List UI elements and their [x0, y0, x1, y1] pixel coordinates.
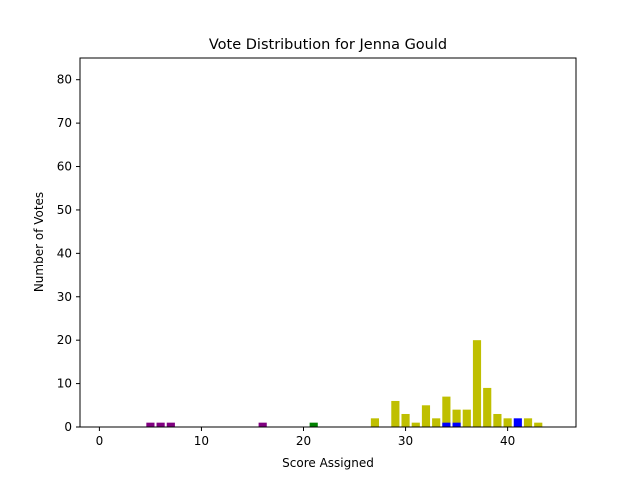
plot-frame	[79, 57, 577, 428]
x-tick-label: 10	[194, 434, 209, 448]
y-tick-label: 0	[64, 420, 72, 434]
bar-score-41-blue	[513, 418, 522, 427]
y-tick-label: 10	[57, 377, 72, 391]
bar-score-39-olive	[493, 413, 502, 427]
bar-score-21-green	[309, 422, 318, 427]
x-axis-ticks: 0 10 20 30 40	[96, 427, 515, 448]
y-tick-label: 40	[57, 246, 72, 260]
y-tick-label: 80	[57, 73, 72, 87]
y-tick-label: 70	[57, 116, 72, 130]
bar-score-33-olive	[432, 418, 441, 427]
bar-score-27-olive	[370, 418, 380, 427]
x-tick-label: 20	[296, 434, 311, 448]
x-axis-label: Score Assigned	[282, 456, 374, 470]
x-tick-label: 30	[398, 434, 413, 448]
bar-score-34-olive	[442, 396, 451, 427]
bar-score-35-olive	[452, 409, 461, 427]
bar-score-40-olive	[503, 418, 512, 427]
bar-score-31-olive	[411, 422, 420, 427]
bar-score-29-olive	[391, 400, 400, 427]
y-tick-label: 20	[57, 333, 72, 347]
bar-score-34-blue	[442, 422, 451, 427]
bars-group	[146, 340, 543, 427]
y-tick-label: 50	[57, 203, 72, 217]
bar-score-37-olive	[472, 340, 482, 427]
bar-score-36-olive	[462, 409, 471, 427]
bar-score-30-olive	[401, 413, 410, 427]
bar-score-42-olive	[523, 418, 533, 427]
bar-score-7-purple	[166, 422, 175, 427]
y-tick-label: 60	[57, 160, 72, 174]
x-tick-label: 40	[500, 434, 515, 448]
bar-score-38-olive	[483, 387, 492, 427]
chart-title: Vote Distribution for Jenna Gould	[209, 37, 447, 53]
y-axis-label: Number of Votes	[32, 192, 46, 292]
bar-score-43-olive	[534, 422, 543, 427]
bar-score-6-purple	[156, 422, 165, 427]
y-axis-ticks: 0 10 20 30 40 50 60 70 80	[57, 73, 80, 434]
bar-score-5-purple	[146, 422, 155, 427]
bar-score-32-olive	[421, 405, 431, 427]
bar-score-16-purple	[258, 422, 267, 427]
y-tick-label: 30	[57, 290, 72, 304]
bar-score-35-blue	[452, 422, 461, 427]
x-tick-label: 0	[96, 434, 104, 448]
